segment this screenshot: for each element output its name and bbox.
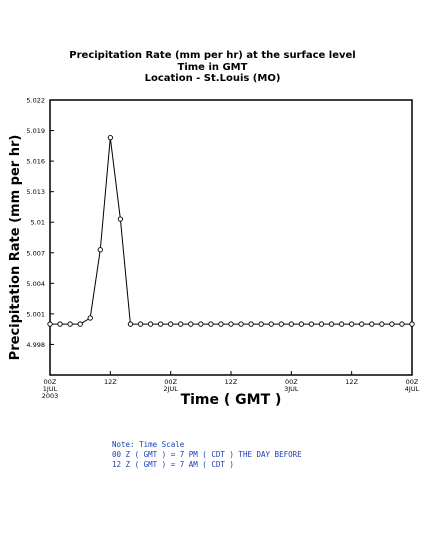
data-point: [97, 247, 103, 253]
data-point: [198, 321, 204, 327]
chart-subtitle-time: Time in GMT: [177, 62, 248, 73]
data-point: [77, 321, 83, 327]
data-point: [117, 216, 124, 222]
data-point: [157, 321, 164, 327]
data-point: [278, 321, 284, 327]
data-point: [248, 321, 254, 327]
data-point: [318, 321, 325, 327]
data-point: [218, 321, 224, 327]
x-tick-label: 12Z: [345, 378, 358, 386]
x-tick-label: 00Z: [44, 378, 57, 386]
plot-frame: [49, 99, 413, 376]
data-point: [399, 321, 405, 327]
x-tick-label: 4JUL: [405, 385, 420, 393]
data-point: [67, 321, 73, 327]
series-markers: [47, 135, 415, 327]
data-point: [258, 321, 264, 327]
y-axis-label: Precipitation Rate (mm per hr): [8, 135, 23, 361]
data-point: [137, 321, 144, 327]
data-point: [359, 321, 365, 327]
data-point: [47, 321, 53, 327]
data-point: [188, 321, 194, 327]
y-axis-ticks: 4.998 5.001 5.004 5.007 5.01 5.013 5.016 5.019 5…: [26, 97, 54, 349]
note-line-12z: 12 Z ( GMT ) = 7 AM ( CDT ): [112, 460, 234, 469]
data-point: [298, 321, 305, 327]
data-point: [379, 321, 385, 327]
y-tick-label: 5.001: [26, 310, 45, 318]
y-tick-label: 5.019: [26, 127, 45, 135]
data-point: [338, 321, 345, 327]
x-tick-label: 2JUL: [163, 385, 178, 393]
y-tick-label: 5.004: [26, 280, 45, 288]
data-point: [147, 321, 154, 327]
x-axis-label: Time ( GMT ): [181, 392, 282, 408]
data-point: [288, 321, 294, 327]
data-point: [178, 321, 184, 327]
x-tick-label: 00Z: [285, 378, 298, 386]
data-point: [369, 321, 375, 327]
data-point: [228, 321, 234, 327]
x-tick-label: 1JUL: [43, 385, 58, 393]
y-tick-label: 5.013: [26, 188, 45, 196]
data-point: [57, 321, 63, 327]
y-tick-label: 5.016: [26, 158, 45, 166]
x-tick-label: 2003: [42, 392, 59, 400]
y-tick-label: 5.007: [26, 249, 45, 257]
data-point: [349, 321, 355, 327]
data-point: [208, 321, 214, 327]
precipitation-chart: 4.998 5.001 5.004 5.007 5.01 5.013 5.016 5.019 5…: [8, 97, 420, 409]
x-tick-label: 12Z: [225, 378, 238, 386]
note-line-00z: 00 Z ( GMT ) = 7 PM ( CDT ) THE DAY BEFO…: [112, 450, 302, 459]
data-point: [168, 321, 174, 327]
data-point: [107, 135, 113, 141]
data-point: [389, 321, 395, 327]
data-point: [409, 321, 415, 327]
data-point: [87, 315, 93, 321]
data-point: [238, 321, 244, 327]
chart-subtitle-location: Location - St.Louis (MO): [144, 73, 281, 84]
data-point: [308, 321, 315, 327]
x-tick-label: 00Z: [164, 378, 177, 386]
data-point: [268, 321, 274, 327]
data-point: [328, 321, 335, 327]
data-point: [127, 321, 134, 327]
chart-title: Precipitation Rate (mm per hr) at the su…: [69, 50, 356, 61]
x-tick-label: 00Z: [406, 378, 419, 386]
y-tick-label: 4.998: [26, 341, 45, 349]
x-tick-label: 12Z: [104, 378, 117, 386]
y-tick-label: 5.022: [26, 97, 45, 105]
series-line: [50, 137, 412, 325]
note-heading: Note: Time Scale: [112, 440, 185, 449]
y-tick-label: 5.01: [31, 219, 45, 227]
x-tick-label: 3JUL: [284, 385, 299, 393]
